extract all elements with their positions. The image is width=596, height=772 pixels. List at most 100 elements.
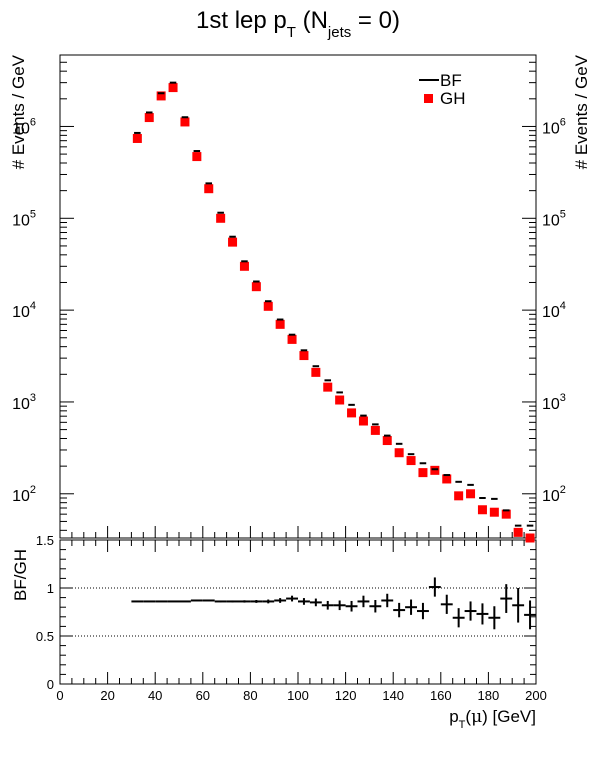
y-axis-label-left: # Events / GeV — [9, 54, 28, 169]
y-tick-label-right: 103 — [542, 392, 566, 413]
gh-point — [216, 213, 226, 223]
y-tick-label-right: 104 — [542, 300, 566, 321]
gh-point — [275, 319, 285, 329]
ratio-point — [464, 601, 477, 621]
ratio-axis-label: BF/GH — [11, 549, 30, 601]
ratio-point — [238, 600, 251, 603]
ratio-point — [524, 600, 536, 630]
ratio-point — [214, 600, 227, 603]
ratio-point — [179, 600, 191, 603]
x-tick-label: 200 — [525, 688, 547, 703]
ratio-point — [440, 594, 453, 614]
gh-point — [251, 282, 261, 292]
gh-point — [263, 301, 273, 311]
ratio-point — [321, 600, 334, 610]
y-tick-label-left: 106 — [12, 116, 36, 137]
gh-point — [323, 382, 333, 392]
ratio-point — [357, 595, 370, 608]
ratio-point — [262, 599, 275, 604]
gh-point — [287, 334, 297, 344]
ratio-point — [155, 600, 168, 603]
gh-point — [394, 448, 404, 458]
ratio-point — [428, 577, 441, 597]
ratio-point — [488, 606, 501, 630]
gh-point — [192, 152, 202, 162]
ratio-point — [381, 593, 394, 608]
ratio-point — [405, 599, 417, 615]
gh-point — [335, 395, 345, 405]
gh-point — [204, 184, 214, 194]
ratio-y-tick-label: 1 — [47, 581, 54, 596]
ratio-point — [131, 600, 144, 603]
x-tick-label: 160 — [430, 688, 452, 703]
ratio-series — [131, 577, 536, 630]
gh-point — [228, 237, 238, 247]
ratio-point — [369, 600, 382, 613]
ratio-point — [393, 602, 406, 618]
ratio-point — [500, 584, 513, 613]
gh-point — [156, 91, 166, 101]
legend: BF GH — [419, 71, 466, 108]
ratio-point — [286, 595, 298, 602]
y-tick-label-right: 105 — [542, 208, 566, 229]
ratio-point — [190, 599, 203, 602]
y-tick-label-left: 102 — [12, 484, 36, 505]
ratio-point — [250, 600, 263, 603]
y-tick-label-right: 102 — [542, 484, 566, 505]
gh-point — [442, 474, 452, 484]
title-sub-t: T — [287, 24, 296, 41]
gh-point — [132, 133, 142, 143]
legend-gh-marker — [424, 94, 433, 103]
x-tick-label: 60 — [196, 688, 210, 703]
top-axes: 102 102 103 103 104 104 105 105 106 106 — [12, 54, 566, 538]
gh-point — [430, 465, 440, 475]
ratio-y-tick-label: 0.5 — [36, 629, 54, 644]
gh-point — [358, 416, 368, 426]
x-tick-label: 20 — [100, 688, 114, 703]
gh-point — [144, 113, 154, 123]
ratio-point — [167, 600, 179, 603]
gh-series — [132, 83, 535, 543]
ratio-point — [226, 600, 239, 603]
gh-point — [454, 491, 464, 501]
chart-title: 1st lep pT (Njets = 0) — [196, 7, 400, 41]
y-axis-label-right: # Events / GeV — [572, 54, 591, 169]
gh-point — [382, 436, 392, 446]
ratio-point — [512, 588, 525, 623]
gh-point — [466, 489, 476, 499]
gh-point — [489, 507, 499, 517]
ratio-point — [452, 608, 465, 628]
x-tick-label: 80 — [243, 688, 257, 703]
legend-gh-label: GH — [440, 89, 466, 108]
title-sub-jets: jets — [327, 24, 351, 41]
ratio-reference-lines — [60, 587, 536, 637]
ratio-point — [333, 600, 346, 611]
x-axis-label: pT(μ) [GeV] — [449, 707, 536, 731]
x-tick-label: 0 — [56, 688, 63, 703]
x-tick-label: 100 — [287, 688, 309, 703]
y-tick-label-left: 104 — [12, 300, 36, 321]
gh-point — [239, 261, 249, 271]
gh-point — [501, 509, 511, 519]
gh-point — [513, 527, 523, 537]
gh-point — [406, 456, 416, 466]
ratio-point — [476, 603, 489, 625]
y-tick-label-left: 103 — [12, 392, 36, 413]
ratio-point — [143, 600, 156, 603]
gh-point — [418, 468, 428, 478]
x-tick-label: 120 — [335, 688, 357, 703]
ratio-point — [345, 600, 358, 612]
ratio-point — [202, 599, 215, 602]
y-tick-label-left: 105 — [12, 208, 36, 229]
ratio-point — [274, 598, 287, 603]
gh-point — [347, 408, 357, 418]
bf-series — [134, 81, 534, 527]
bottom-axes: 0 20 40 60 80 100 120 140 160 180 200 0 0.5 1 1.5 — [36, 533, 547, 703]
gh-point — [180, 117, 190, 127]
gh-point — [311, 367, 321, 377]
legend-bf-label: BF — [440, 71, 462, 90]
gh-point — [370, 425, 380, 435]
x-tick-label: 140 — [382, 688, 404, 703]
y-tick-label-right: 106 — [542, 116, 566, 137]
